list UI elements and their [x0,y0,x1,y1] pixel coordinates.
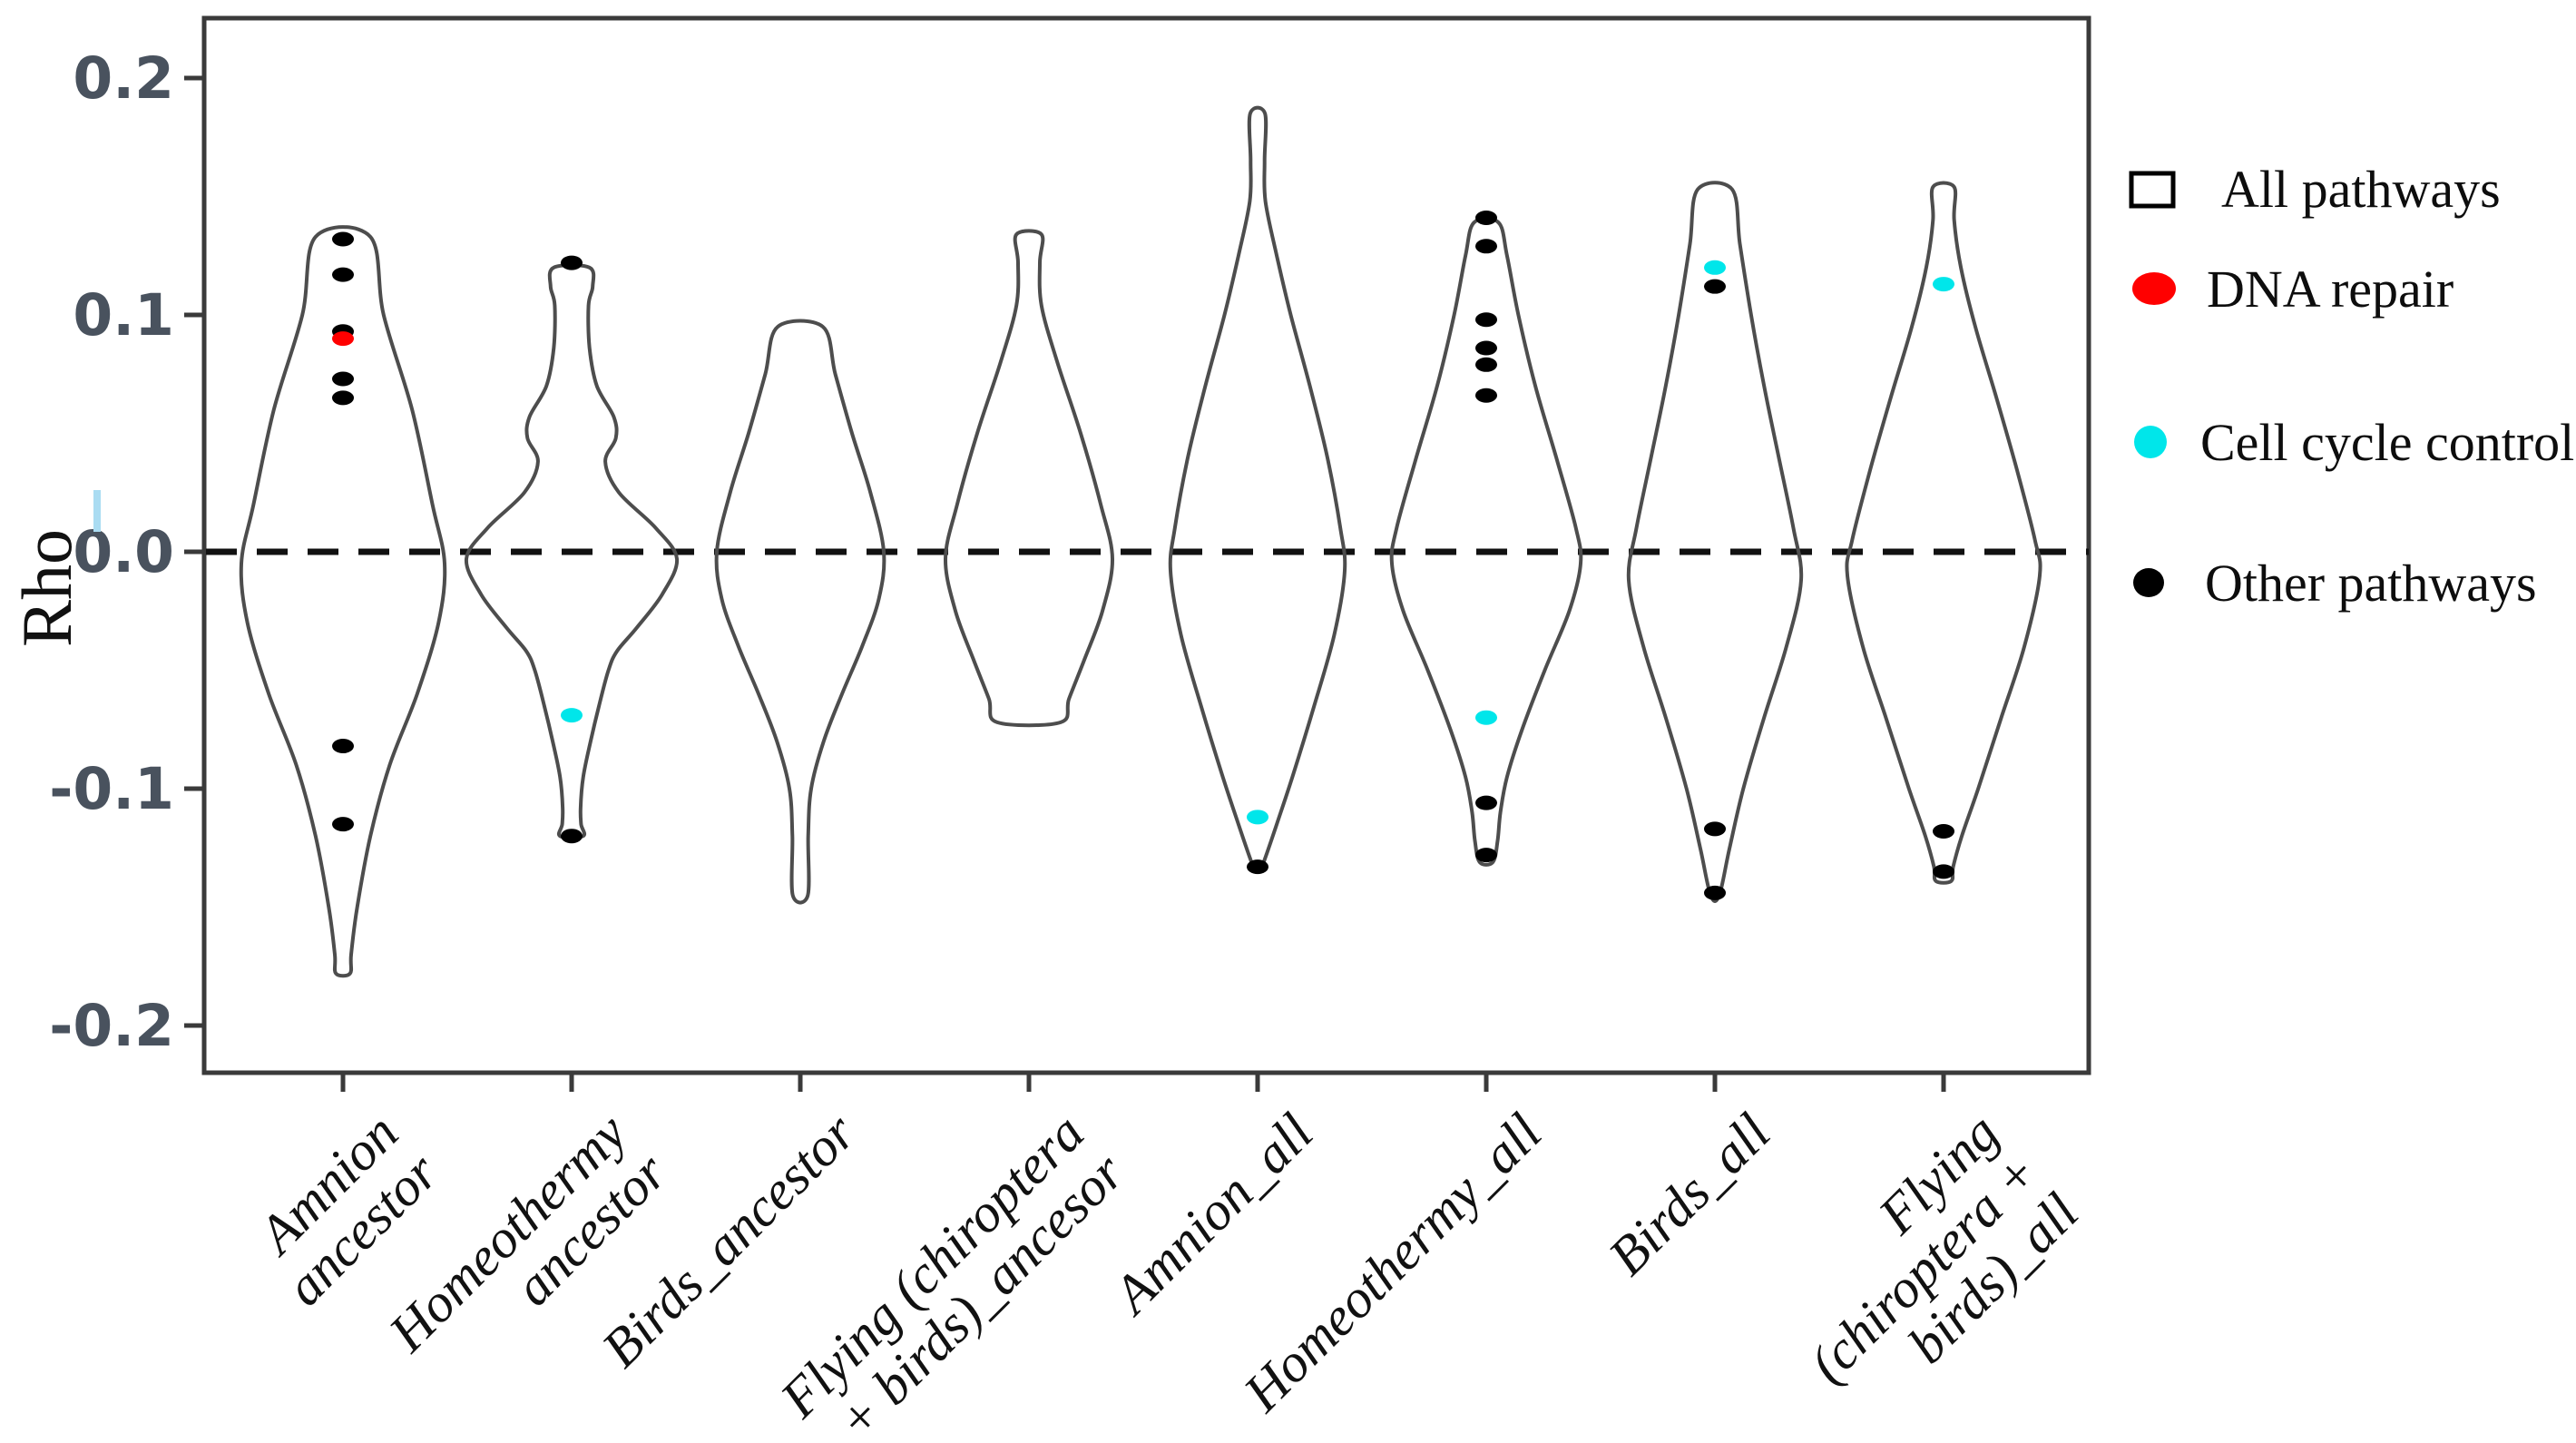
data-point-other-homeothermy-all [1475,312,1497,328]
violin-outline-birds-ancestor [714,319,886,905]
legend: All pathways DNA repair Cell cycle contr… [2129,160,2574,613]
data-point-other-flying-all [1933,823,1954,839]
data-point-other-homeothermy-all [1475,388,1497,403]
y-tick-label--0.2: -0.2 [49,993,174,1059]
y-tick-label--0.1: -0.1 [49,756,174,822]
data-point-other-amnion-ancestor [332,231,354,247]
legend-label-cell-cycle: Cell cycle control [2200,413,2574,472]
data-point-other-homeothermy-all [1475,848,1497,863]
data-point-other-homeothermy-ancestor [561,255,583,270]
data-point-other-amnion-ancestor [332,817,354,832]
data-point-other-birds-all [1704,885,1726,900]
legend-label-other-pathways: Other pathways [2205,554,2537,613]
legend-marker-other-pathways-icon [2133,568,2164,597]
violin-outline-flying-all [1845,181,2042,885]
data-point-other-amnion-ancestor [332,390,354,406]
legend-label-all-pathways: All pathways [2221,160,2501,219]
x-axis-label-amnion-all: Amnion_all [1100,1103,1324,1327]
data-point-other-homeothermy-all [1475,340,1497,356]
violin-outline-amnion-all [1168,105,1347,873]
violin-outline-amnion-ancestor [239,225,447,978]
legend-marker-cell-cycle-icon [2134,426,2167,458]
data-point-other-amnion-ancestor [332,267,354,282]
data-point-other-amnion-ancestor [332,371,354,387]
data-point-other-homeothermy-all [1475,357,1497,372]
y-tick-label-0.1: 0.1 [73,282,174,348]
data-point-other-birds-all [1704,821,1726,837]
y-axis-layer: 0.2 0.1 0.0 -0.1 -0.2 [49,45,204,1059]
violins-layer [239,105,2042,978]
data-point-other-homeothermy-ancestor [561,829,583,844]
data-point-ccc-amnion-all [1247,810,1268,825]
data-point-ccc-homeothermy-all [1475,710,1497,725]
plot-panel-border [201,15,2091,1075]
data-point-other-birds-all [1704,279,1726,294]
violin-outline-homeothermy-all [1389,216,1583,867]
data-point-ccc-flying-all [1933,277,1954,292]
y-tick-label-0.0: 0.0 [73,519,174,585]
legend-marker-dna-repair-icon [2132,272,2176,305]
legend-label-dna-repair: DNA repair [2207,260,2454,319]
data-point-other-homeothermy-all [1475,210,1497,225]
x-axis-label-flying-all: Flying(chiroptera +birds)_all [1758,1103,2090,1434]
data-point-other-amnion-all [1247,859,1268,875]
y-tick-label-0.2: 0.2 [73,45,174,112]
data-point-other-homeothermy-all [1475,795,1497,810]
violin-outline-flying-ancestor [943,229,1115,728]
data-point-other-flying-all [1933,864,1954,879]
scan-artifact-mark [93,490,101,532]
data-point-ccc-birds-all [1704,260,1726,275]
data-points-layer [332,210,1954,900]
violin-outline-homeothermy-ancestor [464,263,680,839]
x-axis-layer: AmnionancestorHomeothermyancestorBirds_a… [245,1073,2090,1443]
data-point-other-amnion-ancestor [332,739,354,754]
data-point-other-homeothermy-all [1475,239,1497,254]
legend-marker-all-pathways-icon [2129,171,2176,209]
x-axis-label-birds-all: Birds_all [1597,1103,1781,1287]
y-axis-title: Rho [7,529,86,647]
data-point-dna-amnion-ancestor [332,331,354,347]
data-point-ccc-homeothermy-ancestor [561,708,583,723]
